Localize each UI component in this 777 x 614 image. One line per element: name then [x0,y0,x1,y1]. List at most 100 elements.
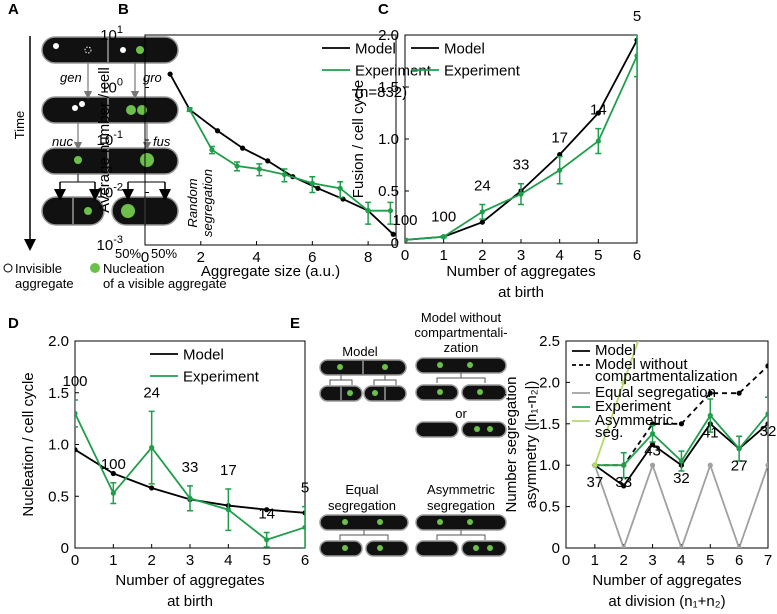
x-tick-label: 6 [633,247,641,264]
data-point [110,470,116,477]
cell [415,384,459,401]
data-point [678,458,685,464]
y-tick-label: 1.0 [378,131,399,148]
legend-label: Model [444,41,485,58]
data-point [256,166,262,172]
share-label: 50% [115,246,141,261]
aggregate [372,390,378,396]
data-point [621,379,627,385]
cell [415,514,507,531]
data-point [557,167,563,173]
cell [461,384,507,401]
x-axis-label: Number of aggregates at birth [115,572,264,610]
data-point [264,537,270,543]
aggregate [140,153,154,167]
y-tick-exponent: -2 [113,182,123,194]
cell [415,421,459,438]
series-line [169,73,394,235]
cell [415,357,507,374]
count-label: 32 [760,423,777,440]
x-tick-label: 0 [141,249,149,266]
error-bar [302,505,305,548]
segregation-label: Randomsegregation [185,169,215,237]
x-tick-label: 3 [517,247,525,264]
x-tick-label: 6 [308,249,316,266]
data-point [149,445,155,451]
y-tick-exponent: 1 [117,24,123,36]
count-label: 5 [633,8,641,25]
data-point [309,180,315,186]
x-tick-label: 2 [478,247,486,264]
step-label: gen [60,70,82,85]
count-label: 100 [431,209,456,226]
data-point [187,495,193,501]
x-tick-label: 6 [301,552,309,569]
aggregate [84,46,92,54]
y-tick-label: 1.5 [48,385,69,402]
aggregate [126,105,136,115]
x-tick-label: 6 [735,552,743,569]
data-point [707,390,713,396]
y-tick-label: 100 [100,77,123,97]
aggregate [342,519,348,525]
x-axis-label: Number of aggregates at birth [446,263,595,301]
legend-label: Experiment [444,63,521,80]
data-point [225,507,231,513]
data-point [390,231,396,237]
cell [41,96,179,124]
count-label: 33 [513,157,530,174]
count-label: 100 [392,212,417,229]
aggregate [79,101,85,107]
aggregate [487,545,493,551]
y-tick-label: 1.5 [539,416,560,433]
cell [365,540,409,557]
aggregate [437,362,443,368]
data-point [649,431,656,437]
data-point [281,171,288,178]
data-point [679,214,684,219]
aggregate [347,390,353,396]
legend-label: Experiment [595,398,672,415]
y-tick-label: 1.0 [539,457,560,474]
count-label: 33 [615,474,632,491]
aggregate [74,156,82,164]
cell [415,540,459,557]
data-point [75,410,78,417]
count-label: 43 [644,443,661,460]
y-tick-base: 10 [97,237,114,254]
plot-area [591,214,768,548]
count-label: 17 [551,130,568,147]
legend-text: Invisible aggregate [15,261,74,291]
panel-label: D [8,315,19,332]
data-point [405,237,408,243]
data-point [765,411,768,417]
data-point [649,462,656,468]
aggregate [473,545,479,551]
data-point [110,490,116,496]
plot-area [167,71,396,237]
data-point [441,234,447,240]
x-tick-label: 8 [364,249,372,266]
x-tick-label: 2 [147,552,155,569]
panel-label: E [290,315,300,332]
y-tick-label: 1.5 [378,79,399,96]
aggregate [90,263,100,273]
data-point [621,483,627,489]
y-tick-exponent: 0 [117,77,123,89]
data-point [337,185,343,191]
aggregate [382,364,388,370]
error-bar [634,35,637,78]
count-label: 14 [258,505,275,522]
x-tick-label: 4 [555,247,563,264]
aggregate [467,362,473,368]
legend-label: Experiment [355,63,432,80]
count-label: 17 [220,462,237,479]
data-point [518,191,524,197]
aggregate [487,426,493,432]
time-label: Time [12,111,27,139]
aggregate [84,207,92,215]
cell [41,36,179,64]
data-point [736,545,742,548]
diagram-label: or [455,406,467,421]
count-label: 100 [62,373,87,390]
